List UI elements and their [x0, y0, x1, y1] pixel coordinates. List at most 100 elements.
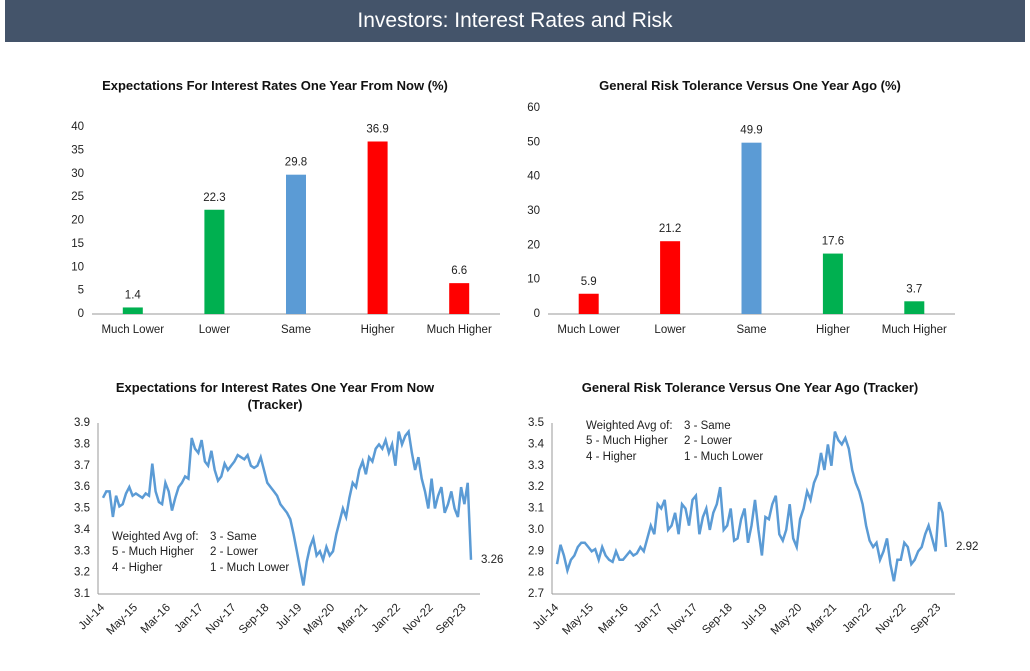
- y-tick-label: 3.0: [528, 524, 544, 536]
- bar: [904, 301, 925, 314]
- annotation: 2 - Lower: [210, 546, 258, 558]
- data-label: 21.2: [659, 223, 681, 235]
- x-tick-label: Sep-18: [237, 602, 272, 637]
- data-label: 3.7: [906, 283, 922, 295]
- y-tick-label: 25: [71, 191, 84, 203]
- x-tick-label: Sep-18: [700, 602, 735, 637]
- x-tick-label: Jan-22: [370, 602, 403, 635]
- x-tick-label: Jul-14: [531, 601, 562, 632]
- header-title: Investors: Interest Rates and Risk: [5, 0, 1025, 42]
- y-tick-label: 10: [527, 274, 540, 286]
- annotation: 1 - Much Lower: [210, 562, 289, 574]
- annotation: Weighted Avg of:: [586, 420, 673, 432]
- x-tick-label: Sep-23: [909, 602, 944, 637]
- chart-title: Expectations For Interest Rates One Year…: [102, 78, 448, 93]
- y-tick-label: 3.5: [528, 417, 544, 429]
- y-tick-label: 2.8: [528, 567, 544, 579]
- annotation: 2 - Lower: [684, 435, 732, 447]
- y-tick-label: 50: [527, 136, 540, 148]
- end-label: 2.92: [956, 541, 978, 553]
- x-tick-label: Same: [736, 324, 766, 336]
- x-tick-label: Nov-17: [665, 602, 700, 637]
- y-tick-label: 3.7: [74, 460, 90, 472]
- x-tick-label: Jan-22: [840, 602, 873, 635]
- y-tick-label: 3.3: [74, 545, 90, 557]
- y-tick-label: 20: [527, 239, 540, 251]
- x-tick-label: Much Higher: [427, 324, 492, 336]
- y-tick-label: 3.4: [528, 438, 545, 450]
- y-tick-label: 40: [527, 171, 540, 183]
- y-tick-label: 5: [78, 285, 84, 297]
- y-tick-label: 0: [78, 308, 84, 320]
- data-label: 17.6: [822, 236, 844, 248]
- data-label: 6.6: [451, 265, 467, 277]
- bar: [449, 283, 470, 314]
- data-label: 1.4: [125, 289, 142, 301]
- y-tick-label: 3.4: [74, 524, 91, 536]
- bar: [741, 142, 762, 314]
- x-tick-label: Nov-17: [204, 602, 239, 637]
- data-label: 49.9: [740, 125, 762, 137]
- x-tick-label: Mar-16: [596, 602, 630, 636]
- annotation: 4 - Higher: [112, 562, 163, 574]
- x-tick-label: Jul-14: [77, 601, 108, 632]
- bar: [367, 141, 388, 314]
- bar: [204, 209, 225, 314]
- line-series: [555, 431, 948, 582]
- y-tick-label: 20: [71, 215, 84, 227]
- y-tick-label: 40: [71, 121, 84, 133]
- data-label: 29.8: [285, 157, 307, 169]
- data-label: 36.9: [366, 124, 388, 136]
- y-tick-label: 30: [527, 205, 540, 217]
- chart-title: Expectations for Interest Rates One Year…: [115, 380, 435, 412]
- y-tick-label: 60: [527, 102, 540, 114]
- annotation: 3 - Same: [210, 531, 257, 543]
- y-tick-label: 10: [71, 261, 84, 273]
- bar: [822, 253, 843, 314]
- annotation: 5 - Much Higher: [112, 546, 194, 558]
- annotation: 1 - Much Lower: [684, 451, 763, 463]
- x-tick-label: May-15: [105, 602, 141, 638]
- bar: [578, 293, 599, 314]
- x-tick-label: Mar-16: [139, 602, 173, 636]
- y-tick-label: 3.1: [74, 588, 90, 600]
- y-tick-label: 3.2: [528, 481, 544, 493]
- y-tick-label: 3.3: [528, 460, 544, 472]
- x-tick-label: Much Lower: [557, 324, 620, 336]
- x-tick-label: Nov-22: [401, 602, 436, 637]
- y-tick-label: 30: [71, 168, 84, 180]
- x-tick-label: Sep-23: [434, 602, 469, 637]
- x-tick-label: Higher: [361, 324, 395, 336]
- y-tick-label: 0: [534, 308, 540, 320]
- x-tick-label: Jan-17: [632, 602, 665, 635]
- x-tick-label: Jan-17: [172, 602, 205, 635]
- x-tick-label: Much Lower: [101, 324, 164, 336]
- y-tick-label: 2.9: [528, 545, 544, 557]
- chart-title: General Risk Tolerance Versus One Year A…: [581, 380, 919, 395]
- x-tick-label: Same: [281, 324, 311, 336]
- annotation: 4 - Higher: [586, 451, 637, 463]
- bar: [660, 241, 681, 314]
- y-tick-label: 3.9: [74, 417, 90, 429]
- annotation: Weighted Avg of:: [112, 531, 199, 543]
- bar: [286, 174, 306, 314]
- data-label: 5.9: [581, 276, 597, 288]
- bar: [122, 307, 143, 314]
- x-tick-label: Mar-21: [805, 602, 839, 636]
- y-tick-label: 3.8: [74, 438, 90, 450]
- y-tick-label: 3.1: [528, 503, 544, 515]
- y-tick-label: 3.6: [74, 481, 90, 493]
- x-tick-label: May-20: [302, 602, 338, 638]
- line-series: [101, 428, 473, 586]
- x-tick-label: May-20: [769, 602, 805, 638]
- y-tick-label: 15: [71, 238, 84, 250]
- y-tick-label: 2.7: [528, 588, 544, 600]
- x-tick-label: May-15: [560, 602, 596, 638]
- annotation: 5 - Much Higher: [586, 435, 668, 447]
- end-label: 3.26: [481, 554, 503, 566]
- chart-title: General Risk Tolerance Versus One Year A…: [599, 78, 901, 93]
- y-tick-label: 3.2: [74, 567, 90, 579]
- x-tick-label: Jul-19: [274, 602, 305, 633]
